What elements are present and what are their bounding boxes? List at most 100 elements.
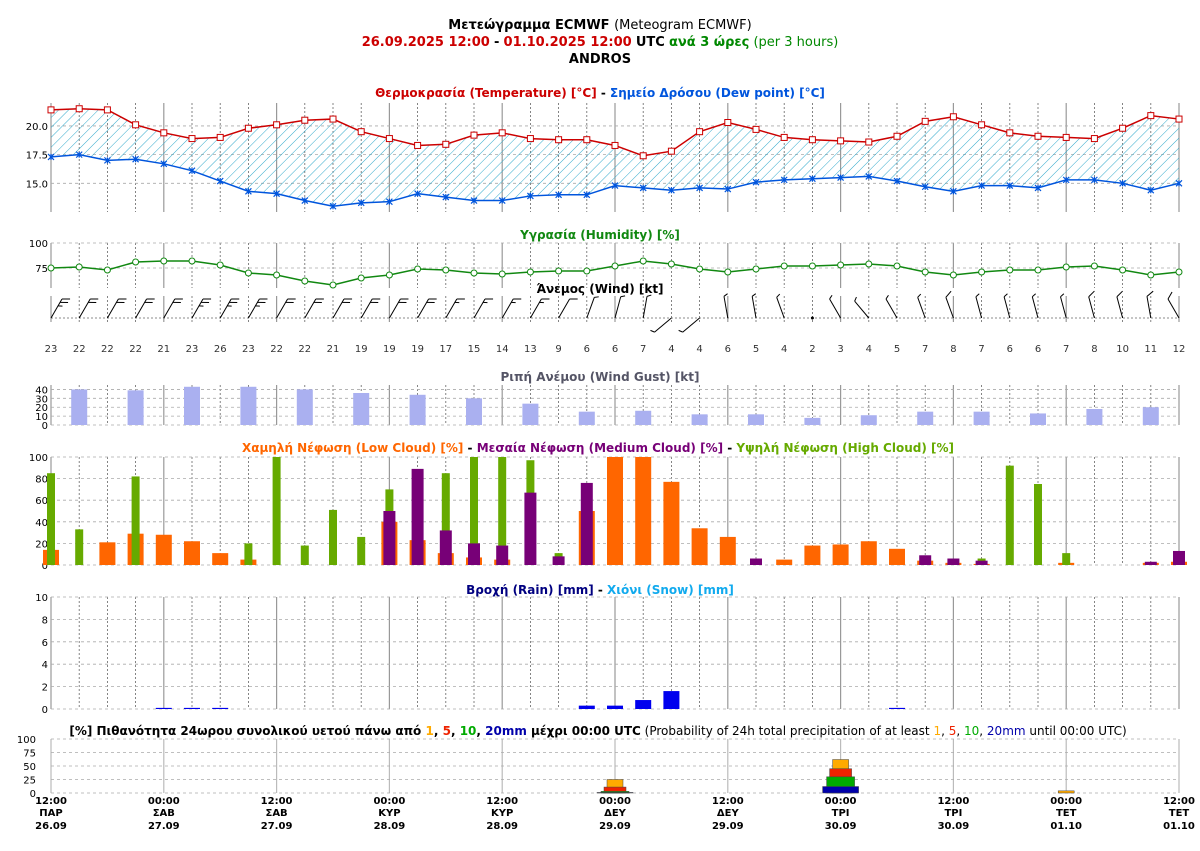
gust-bar [860,415,877,425]
x-axis-day-label: ΔΕΥ [717,808,740,819]
rain-bar [635,700,652,709]
wind-speed-label: 6 [584,344,590,355]
wind-speed-label: 23 [45,344,58,355]
dewpoint-point [526,192,534,200]
humidity-point [921,268,929,276]
y-tick-label: 60 [35,496,48,507]
wind-speed-label: 21 [157,344,170,355]
wind-speed-label: 19 [383,344,396,355]
wind-barb-half [539,301,544,304]
wind-barb [247,298,268,319]
temperature-point [1062,133,1070,141]
rain-bar [578,705,595,709]
wind-barb [163,298,183,319]
x-axis-time-label: 00:00 [1050,796,1082,807]
dewpoint-point [498,197,506,204]
wind-barb-half [1031,293,1036,298]
wind-speed-label: 4 [781,344,787,355]
wind-barb-half [854,296,857,302]
wind-barb-flag [372,298,381,300]
temperature-point [921,117,929,125]
temperature-point [132,121,140,129]
y-tick-label: 20 [35,403,48,414]
humidity-point [385,271,393,279]
wind-barb-flag [315,298,324,300]
wind-speed-label: 22 [101,344,114,355]
high-cloud-bar [75,529,84,565]
wind-barb-staff [1116,296,1124,319]
high-cloud-bar [47,473,55,565]
medium-cloud-bar [580,482,593,565]
wind-speed-label: 19 [355,344,368,355]
x-axis-day-label: ΤΡΙ [832,808,850,819]
rain-bar [155,707,172,709]
gust-bar [578,411,595,425]
dewpoint-point [132,155,140,163]
humidity-point [442,266,450,274]
probability-bar-p20 [822,786,859,794]
humidity-point [667,260,675,268]
wind-barb [678,317,700,333]
gust-bar [748,414,764,425]
low-cloud-bar [832,544,849,565]
wind-barb [917,293,926,319]
humidity-point [555,267,563,275]
temperature-point [780,133,788,141]
wind-barb [1088,290,1095,319]
wind-barb [445,298,465,319]
wind-barb-staff [276,298,289,319]
gust-panel-title: Ριπή Ανέμου (Wind Gust) [kt] [501,370,700,384]
temperature-point [442,140,450,148]
low-cloud-bar [691,528,708,565]
temperature-point [470,131,478,139]
wind-speed-label: 22 [270,344,283,355]
wind-speed-label: 7 [922,344,928,355]
wind-barb [1060,293,1067,319]
high-cloud-bar [1005,465,1014,565]
wind-speed-label: 9 [555,344,561,355]
temperature-point [75,105,83,113]
wind-barb [1146,290,1154,319]
y-tick-label: 10 [35,593,48,604]
temperature-point [103,106,111,114]
wind-barb [1031,293,1039,319]
wind-barb-flag [285,301,294,303]
wind-barb-half [678,329,683,333]
wind-barb-half [511,301,516,304]
temperature-point [357,128,365,136]
temperature-point [47,106,55,114]
wind-barb [751,293,757,319]
wind-barb-half [776,293,781,298]
medium-cloud-bar [524,492,537,565]
x-axis-day-label: ΣΑΒ [265,808,287,819]
wind-barb-half [57,305,63,307]
wind-speed-label: 11 [1144,344,1157,355]
humidity-point [837,261,845,269]
wind-speed-label: 3 [837,344,843,355]
gust-bar [691,414,708,425]
wind-barb [78,298,99,319]
x-axis-day-label: ΚΥΡ [378,808,400,819]
temperature-point [273,121,281,129]
wind-speed-label: 21 [327,344,340,355]
temperature-point [865,138,873,146]
dewpoint-point [470,197,478,204]
medium-cloud-bar [496,545,509,565]
temperature-panel-title: Θερμοκρασία (Temperature) [°C] - Σημείο … [375,86,825,100]
x-axis-time-label: 12:00 [261,796,293,807]
wind-speed-label: 6 [1007,344,1013,355]
wind-barb-staff [751,296,757,319]
x-axis-date-label: 26.09 [35,821,67,832]
x-axis-time-label: 12:00 [1163,796,1195,807]
wind-barb-half [751,293,757,297]
low-cloud-bar [212,553,229,565]
low-cloud-bar [719,536,736,565]
temperature-point [301,116,309,124]
wind-barb-flag [90,298,99,300]
y-tick-label: 75 [23,749,36,760]
wind-barb [854,296,870,319]
wind-barb [276,298,296,319]
x-axis-day-label: ΣΑΒ [153,808,175,819]
humidity-point [188,257,196,265]
x-axis-day-label: ΔΕΥ [604,808,627,819]
